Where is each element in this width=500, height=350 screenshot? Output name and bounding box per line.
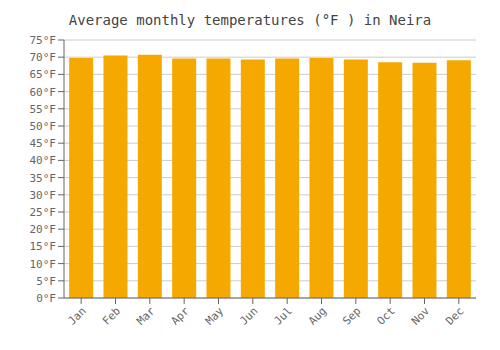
svg-text:50°F: 50°F (30, 120, 57, 133)
svg-text:75°F: 75°F (30, 34, 57, 47)
svg-text:Jan: Jan (66, 304, 89, 327)
svg-text:Oct: Oct (375, 304, 398, 327)
svg-text:Feb: Feb (100, 304, 123, 327)
svg-text:Nov: Nov (409, 304, 433, 328)
svg-text:Aug: Aug (306, 304, 329, 327)
svg-text:30°F: 30°F (30, 189, 57, 202)
svg-text:65°F: 65°F (30, 68, 57, 81)
svg-text:Dec: Dec (443, 304, 466, 327)
svg-text:Jul: Jul (272, 304, 295, 327)
svg-text:35°F: 35°F (30, 172, 57, 185)
svg-text:May: May (203, 304, 227, 328)
svg-text:Apr: Apr (169, 304, 193, 328)
svg-text:0°F: 0°F (36, 292, 56, 305)
svg-text:45°F: 45°F (30, 137, 57, 150)
svg-text:Mar: Mar (134, 304, 158, 328)
svg-text:5°F: 5°F (36, 275, 56, 288)
svg-text:40°F: 40°F (30, 154, 57, 167)
svg-text:10°F: 10°F (30, 258, 57, 271)
svg-text:20°F: 20°F (30, 223, 57, 236)
svg-text:55°F: 55°F (30, 103, 57, 116)
svg-text:Jun: Jun (237, 304, 260, 327)
html-text:Average monthly temperatures (: Average monthly temperatures (°F ) in Ne… (68, 12, 432, 28)
svg-text:70°F: 70°F (30, 51, 57, 64)
svg-text:60°F: 60°F (30, 86, 57, 99)
svg-text:25°F: 25°F (30, 206, 57, 219)
svg-text:15°F: 15°F (30, 240, 57, 253)
svg-text:Sep: Sep (340, 304, 363, 327)
